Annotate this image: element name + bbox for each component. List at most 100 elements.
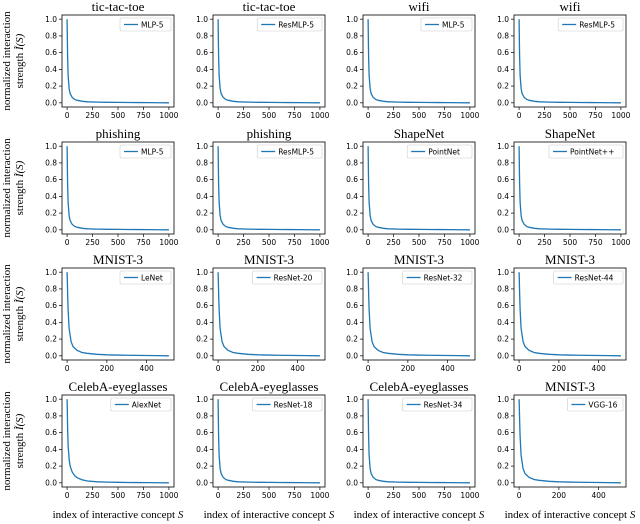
y-tick-label: 0.0 bbox=[196, 478, 208, 487]
y-tick-label: 0.0 bbox=[45, 98, 57, 107]
y-tick-label: 1.0 bbox=[497, 142, 509, 151]
y-tick-label: 0.6 bbox=[346, 48, 358, 57]
y-tick-label: 0.6 bbox=[45, 48, 57, 57]
y-tick-label: 0.6 bbox=[346, 175, 358, 184]
y-tick-label: 0.4 bbox=[346, 318, 358, 327]
subplot-title: CelebA-eyeglasses bbox=[220, 379, 319, 394]
series-line bbox=[66, 399, 169, 484]
series-line bbox=[66, 19, 169, 104]
y-tick-label: 0.0 bbox=[196, 98, 208, 107]
y-tick-label: 0.4 bbox=[196, 192, 208, 201]
legend-label: MLP-5 bbox=[141, 20, 164, 29]
legend-box bbox=[110, 397, 172, 412]
x-axis-label: index of interactive concept S bbox=[354, 509, 485, 521]
legend: MLP-5 bbox=[119, 17, 172, 32]
legend-box bbox=[119, 17, 172, 32]
y-tick-label: 0.4 bbox=[346, 192, 358, 201]
y-tick-label: 0.6 bbox=[497, 175, 509, 184]
x-tick-label: 750 bbox=[136, 491, 151, 500]
x-tick-label: 500 bbox=[111, 111, 126, 120]
subplot-2: tic-tac-toe 0.0 0.2 0.4 0.6 0.8 1.0 0 250 500 750 1… bbox=[196, 0, 330, 120]
legend-label: LeNet bbox=[141, 273, 163, 282]
x-axis-label-text: index of interactive concept bbox=[505, 509, 630, 521]
y-tick-label: 0.8 bbox=[45, 32, 57, 41]
y-tick-label: 0.8 bbox=[497, 412, 509, 421]
x-tick-label: 0 bbox=[517, 238, 522, 247]
legend: ResNet-34 bbox=[402, 397, 473, 412]
subplot-11: MNIST-3 0.0 0.2 0.4 0.6 0.8 1.0 0 200 400 ResNet-3… bbox=[346, 252, 476, 373]
y-tick-label: 1.0 bbox=[346, 142, 358, 151]
y-tick-label: 0.2 bbox=[497, 462, 509, 471]
x-tick-label: 200 bbox=[401, 364, 416, 373]
x-tick-label: 1000 bbox=[460, 491, 479, 500]
y-tick-label: 0.4 bbox=[45, 445, 57, 454]
x-tick-label: 250 bbox=[537, 111, 552, 120]
x-tick-label: 200 bbox=[552, 491, 567, 500]
x-tick-label: 500 bbox=[412, 491, 427, 500]
x-tick-label: 250 bbox=[537, 238, 552, 247]
y-tick-label: 0.0 bbox=[346, 351, 358, 360]
y-tick-label: 0.2 bbox=[45, 82, 57, 91]
legend-label: AlexNet bbox=[132, 400, 161, 409]
y-tick-label: 1.0 bbox=[346, 15, 358, 24]
y-tick-label: 0.6 bbox=[346, 428, 358, 437]
subplot-12: MNIST-3 0.0 0.2 0.4 0.6 0.8 1.0 0 200 400 ResNet-4… bbox=[497, 252, 627, 373]
x-tick-label: 400 bbox=[591, 364, 606, 373]
y-axis-label-line2: strength bbox=[14, 430, 26, 468]
series-line bbox=[66, 272, 169, 357]
y-tick-label: 0.0 bbox=[45, 478, 57, 487]
legend-box bbox=[119, 144, 172, 159]
x-tick-label: 1000 bbox=[310, 238, 329, 247]
y-axis-label-line2: strength bbox=[14, 50, 26, 88]
y-axis-label: normalized interactionstrength Ĩ(S) bbox=[1, 391, 26, 491]
legend-label: VGG-16 bbox=[588, 400, 617, 409]
y-tick-label: 1.0 bbox=[45, 142, 57, 151]
subplot-title: MNIST-3 bbox=[545, 252, 595, 267]
y-tick-label: 1.0 bbox=[45, 395, 57, 404]
series-line bbox=[367, 272, 470, 357]
legend-label: ResNet-18 bbox=[274, 400, 313, 409]
subplot-5: phishing 0.0 0.2 0.4 0.6 0.8 1.0 0 250 500 750 1000… bbox=[45, 126, 179, 247]
y-tick-label: 0.2 bbox=[45, 335, 57, 344]
x-tick-label: 500 bbox=[563, 111, 578, 120]
legend-label: ResMLP-5 bbox=[579, 20, 615, 29]
x-tick-label: 500 bbox=[412, 238, 427, 247]
subplot-title: MNIST-3 bbox=[244, 252, 294, 267]
subplot-title: CelebA-eyeglasses bbox=[69, 379, 168, 394]
y-tick-label: 0.8 bbox=[346, 285, 358, 294]
x-tick-label: 250 bbox=[386, 491, 401, 500]
y-tick-label: 0.2 bbox=[346, 209, 358, 218]
x-axis-label-text: index of interactive concept bbox=[204, 509, 329, 521]
subplot-16: MNIST-3 0.0 0.2 0.4 0.6 0.8 1.0 0 200 400 VGG-16 bbox=[497, 379, 627, 500]
legend-box bbox=[252, 270, 323, 285]
legend: LeNet bbox=[119, 270, 172, 285]
y-tick-label: 0.4 bbox=[196, 445, 208, 454]
legend: ResMLP-5 bbox=[557, 17, 624, 32]
x-tick-label: 500 bbox=[262, 238, 277, 247]
x-tick-label: 1000 bbox=[460, 111, 479, 120]
y-axis-label-symbol: Ĩ(S) bbox=[14, 160, 26, 178]
x-tick-label: 400 bbox=[139, 364, 154, 373]
y-tick-label: 0.4 bbox=[45, 192, 57, 201]
subplot-title: MNIST-3 bbox=[545, 379, 595, 394]
y-tick-label: 0.8 bbox=[45, 159, 57, 168]
subplot-1: tic-tac-toe 0.0 0.2 0.4 0.6 0.8 1.0 0 250 500 750 1… bbox=[45, 0, 179, 120]
y-axis-label-symbol: Ĩ(S) bbox=[14, 33, 26, 51]
legend-label: MLP-5 bbox=[141, 147, 164, 156]
y-tick-label: 1.0 bbox=[497, 395, 509, 404]
y-tick-label: 1.0 bbox=[497, 15, 509, 24]
y-tick-label: 0.8 bbox=[45, 285, 57, 294]
x-tick-label: 250 bbox=[386, 238, 401, 247]
series-line bbox=[217, 399, 320, 484]
y-tick-label: 0.0 bbox=[45, 225, 57, 234]
y-tick-label: 0.0 bbox=[346, 478, 358, 487]
legend-label: PointNet++ bbox=[570, 147, 614, 156]
x-tick-label: 0 bbox=[366, 364, 371, 373]
x-tick-label: 0 bbox=[216, 111, 221, 120]
y-tick-label: 0.2 bbox=[196, 209, 208, 218]
y-axis-label: normalized interactionstrength Ĩ(S) bbox=[1, 138, 26, 238]
y-axis-label: normalized interactionstrength Ĩ(S) bbox=[1, 264, 26, 364]
y-axis-label-line2: strength bbox=[14, 303, 26, 341]
x-tick-label: 0 bbox=[517, 111, 522, 120]
x-tick-label: 500 bbox=[111, 491, 126, 500]
